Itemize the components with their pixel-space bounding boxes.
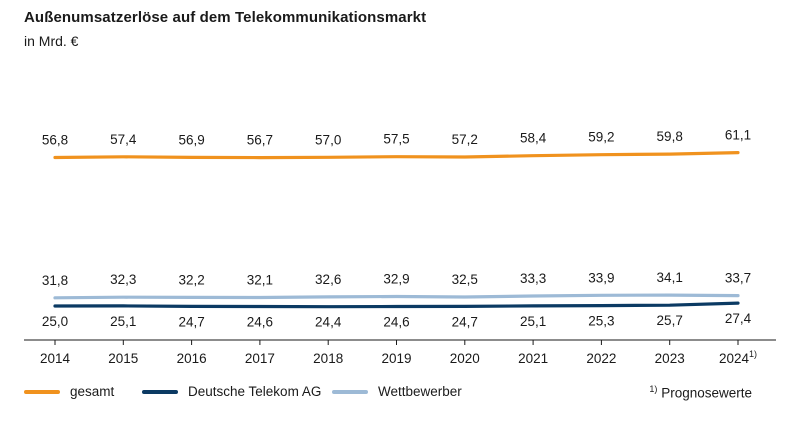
chart-subtitle: in Mrd. € [24, 33, 79, 49]
data-label-gesamt-2019: 57,5 [383, 132, 409, 147]
legend-item-wettbewerber: Wettbewerber [332, 384, 462, 399]
legend-label-wettbewerber: Wettbewerber [378, 384, 462, 399]
x-tick-label-2020: 2020 [450, 351, 480, 366]
data-label-deutsche-telekom-ag-2016: 24,7 [178, 314, 204, 329]
series-line-deutsche-telekom-ag [53, 301, 740, 309]
data-label-deutsche-telekom-ag-2021: 25,1 [520, 314, 546, 329]
data-label-wettbewerber-2023: 34,1 [657, 270, 683, 285]
data-label-deutsche-telekom-ag-2024: 27,4 [725, 311, 752, 326]
x-tick-footnote-2024: 1) [749, 349, 757, 359]
data-label-gesamt-2016: 56,9 [178, 132, 204, 147]
legend-item-telekom: Deutsche Telekom AG [142, 384, 321, 399]
x-tick-label-2015: 2015 [108, 351, 138, 366]
x-tick-label-2021: 2021 [518, 351, 548, 366]
legend-label-gesamt: gesamt [70, 384, 115, 399]
data-label-wettbewerber-2017: 32,1 [247, 272, 273, 287]
data-label-gesamt-2023: 59,8 [657, 129, 683, 144]
data-label-wettbewerber-2022: 33,9 [588, 270, 614, 285]
data-label-wettbewerber-2016: 32,2 [178, 272, 204, 287]
data-label-deutsche-telekom-ag-2017: 24,6 [247, 314, 273, 329]
data-label-deutsche-telekom-ag-2018: 24,4 [315, 315, 342, 330]
data-label-wettbewerber-2019: 32,9 [383, 272, 409, 287]
x-tick-label-2023: 2023 [655, 351, 685, 366]
data-label-gesamt-2017: 56,7 [247, 133, 273, 148]
data-label-gesamt-2015: 57,4 [110, 132, 137, 147]
chart-title: Außenumsatzerlöse auf dem Telekommunikat… [24, 9, 427, 26]
data-label-wettbewerber-2024: 33,7 [725, 271, 751, 286]
data-label-wettbewerber-2021: 33,3 [520, 271, 546, 286]
x-tick-label-2019: 2019 [381, 351, 411, 366]
legend-swatch-wettbewerber [332, 389, 368, 394]
data-label-wettbewerber-2020: 32,5 [452, 272, 478, 287]
footnote-marker: 1) [649, 384, 658, 394]
data-label-deutsche-telekom-ag-2014: 25,0 [42, 314, 68, 329]
data-label-gesamt-2022: 59,2 [588, 130, 614, 145]
x-tick-label-2018: 2018 [313, 351, 343, 366]
data-label-wettbewerber-2015: 32,3 [110, 272, 136, 287]
x-tick-label-2016: 2016 [177, 351, 207, 366]
data-label-deutsche-telekom-ag-2020: 24,7 [452, 314, 478, 329]
data-label-gesamt-2018: 57,0 [315, 132, 341, 147]
data-label-gesamt-2021: 58,4 [520, 131, 547, 146]
legend-swatch-telekom [142, 389, 178, 394]
data-label-wettbewerber-2018: 32,6 [315, 272, 341, 287]
data-label-deutsche-telekom-ag-2015: 25,1 [110, 314, 136, 329]
data-label-deutsche-telekom-ag-2019: 24,6 [383, 314, 409, 329]
legend-swatch-gesamt [24, 389, 60, 394]
data-label-deutsche-telekom-ag-2022: 25,3 [588, 314, 614, 329]
footnote-text: Prognosewerte [661, 385, 752, 401]
legend: gesamt Deutsche Telekom AG Wettbewerber … [24, 384, 776, 404]
x-tick-label-2022: 2022 [586, 351, 616, 366]
data-label-gesamt-2024: 61,1 [725, 128, 751, 143]
x-tick-label-2014: 2014 [40, 351, 71, 366]
series-line-gesamt [53, 151, 740, 160]
data-label-gesamt-2014: 56,8 [42, 133, 68, 148]
x-tick-label-2024: 20241) [719, 349, 757, 366]
x-tick-label-2017: 2017 [245, 351, 275, 366]
data-label-deutsche-telekom-ag-2023: 25,7 [657, 313, 683, 328]
series-line-wettbewerber [53, 293, 740, 300]
data-label-wettbewerber-2014: 31,8 [42, 273, 68, 288]
footnote: 1) Prognosewerte [649, 384, 752, 401]
data-label-gesamt-2020: 57,2 [452, 132, 478, 147]
legend-label-telekom: Deutsche Telekom AG [188, 384, 322, 399]
legend-item-gesamt: gesamt [24, 384, 114, 399]
